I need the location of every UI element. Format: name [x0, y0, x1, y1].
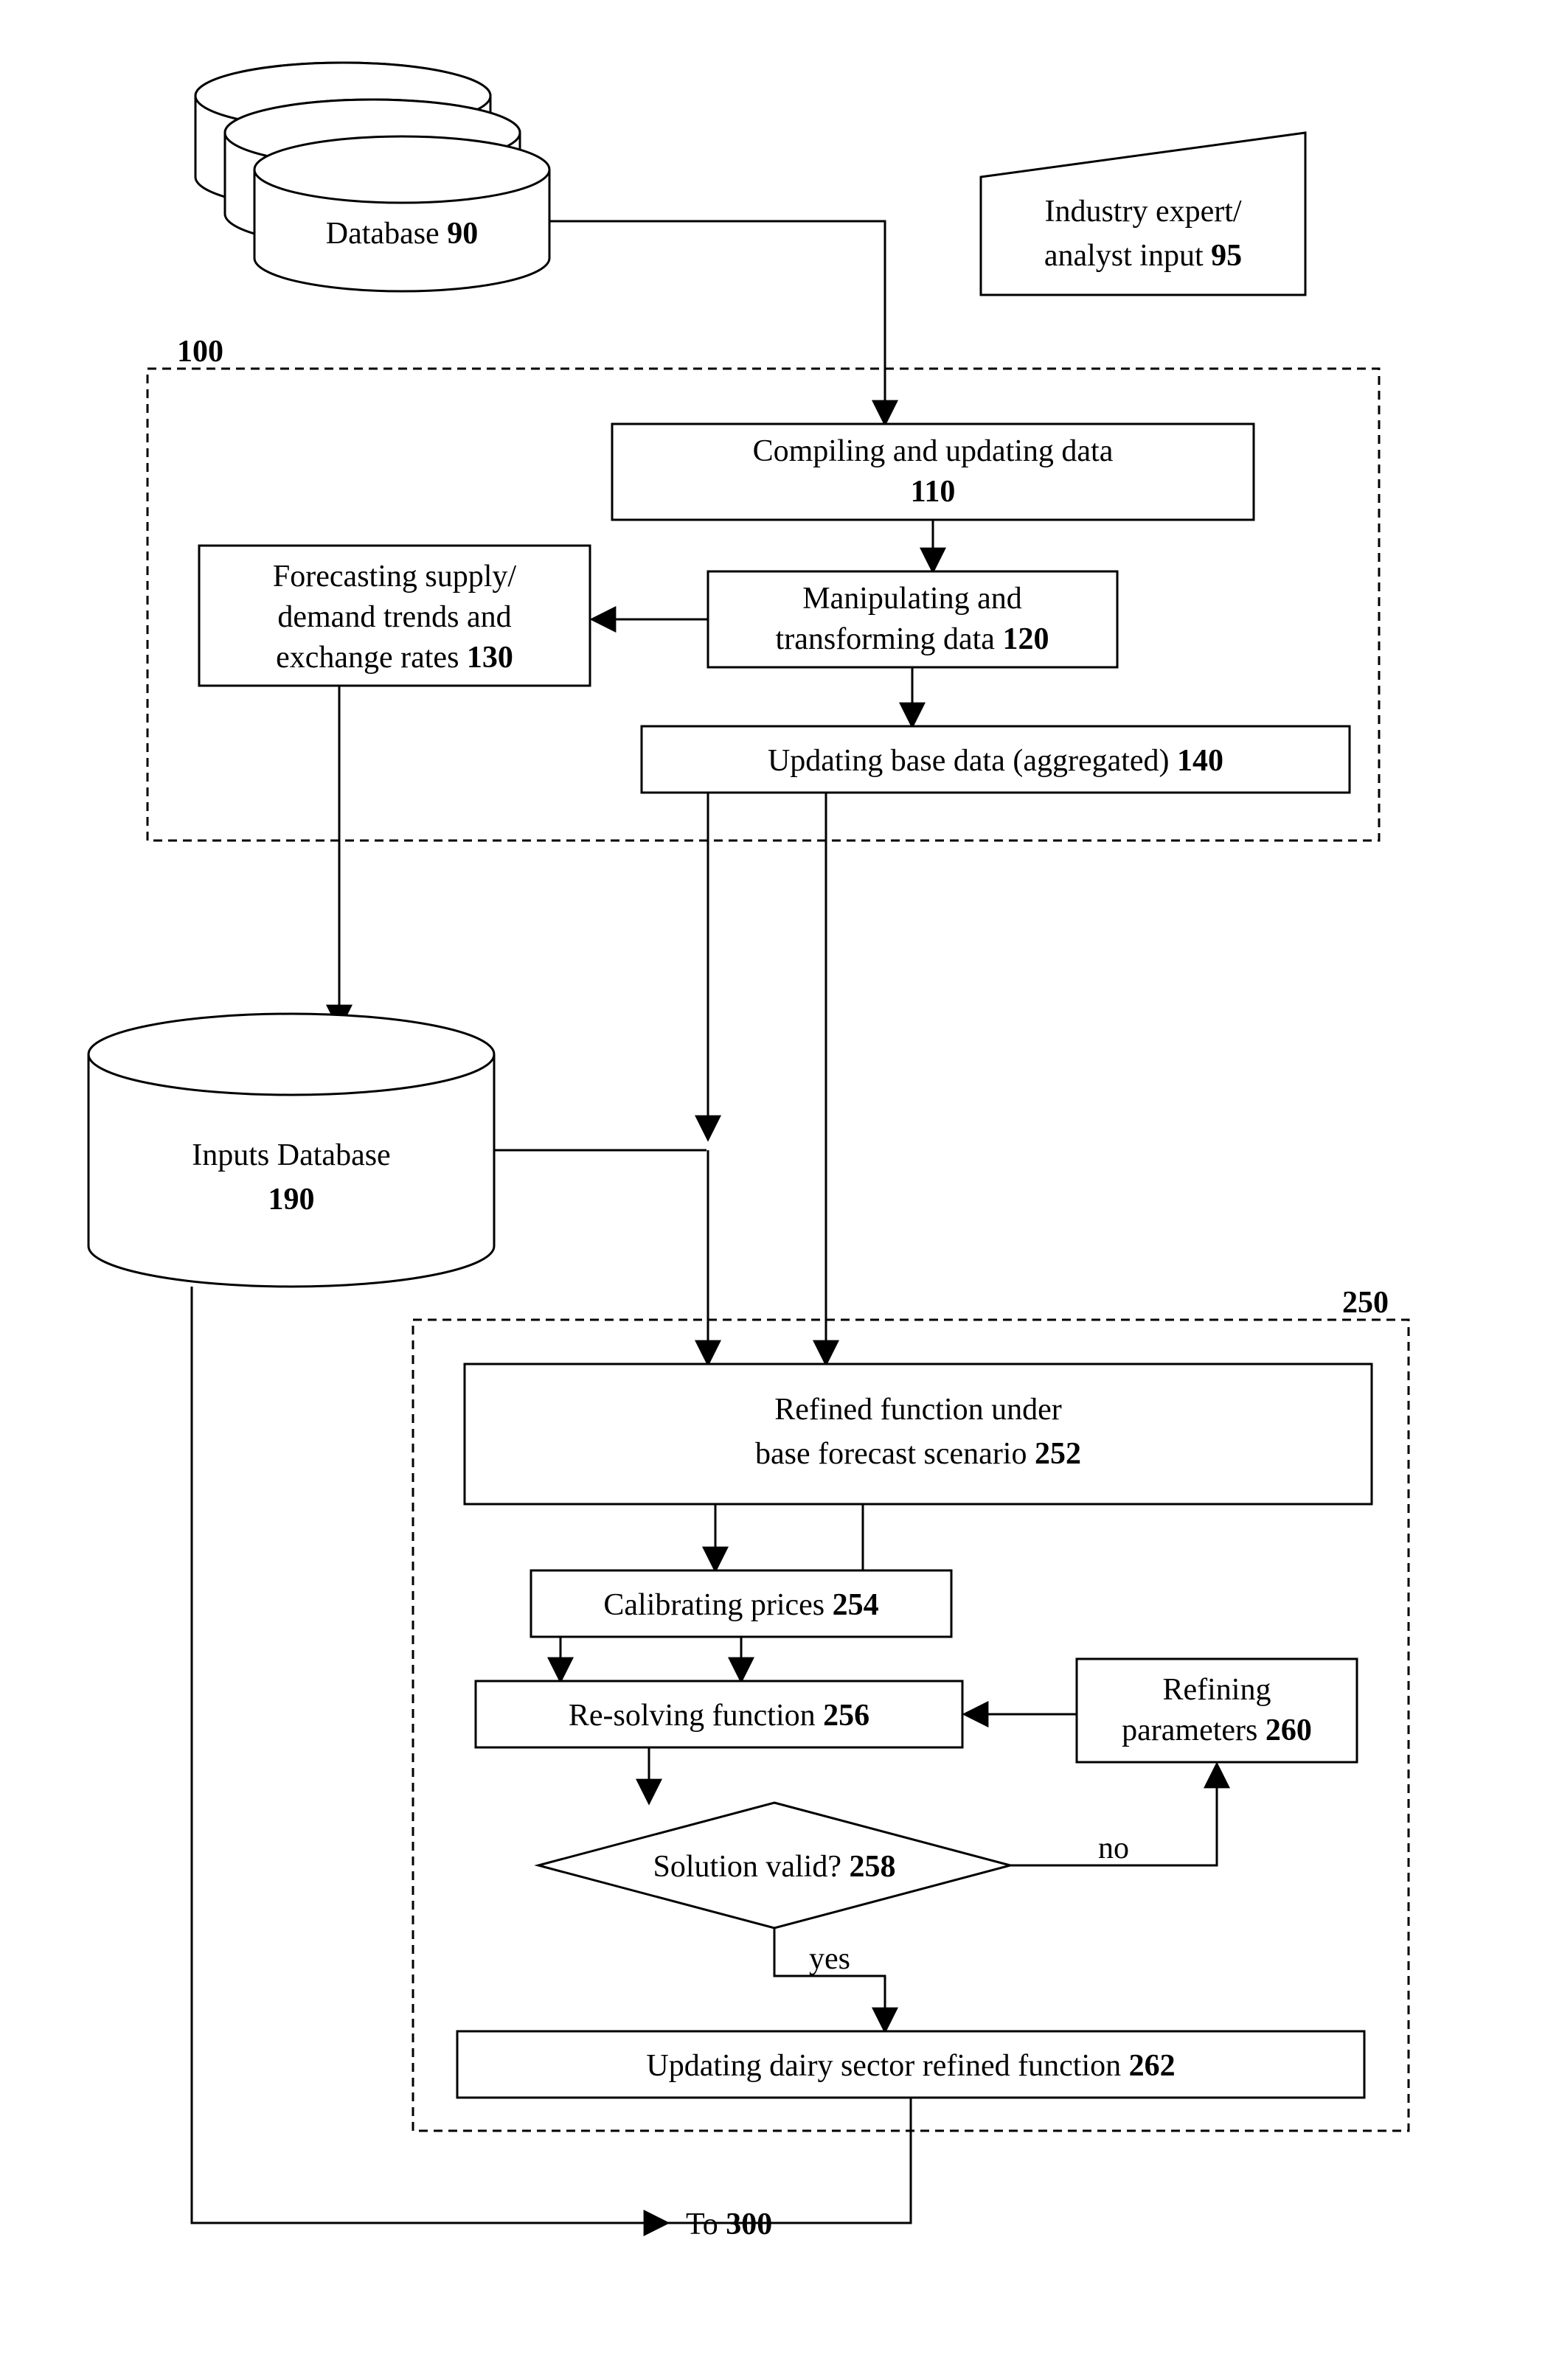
n120-l2: transforming data	[776, 622, 996, 656]
n140-label: Updating base data (aggregated)	[768, 744, 1170, 778]
n120-num: 120	[1002, 622, 1049, 656]
flowchart: Database 90 Industry expert/ analyst inp…	[0, 0, 1545, 2380]
n260-l1: Refining	[1163, 1673, 1271, 1707]
svg-text:Database 90: Database 90	[326, 217, 478, 251]
expert-num: 95	[1211, 239, 1242, 273]
group-250-num: 250	[1342, 1286, 1389, 1320]
n254-num: 254	[833, 1588, 879, 1622]
node-258: Solution valid? 258	[538, 1803, 1010, 1928]
svg-text:Calibrating prices: Calibrating prices 254	[603, 1588, 878, 1622]
node-260: Refining parameters 260	[1077, 1659, 1357, 1762]
edge-yes: yes	[809, 1942, 850, 1976]
n256-num: 256	[823, 1699, 869, 1733]
n262-label: Updating dairy sector refined function	[646, 2049, 1121, 2083]
n120-l1: Manipulating and	[802, 582, 1021, 616]
node-120: Manipulating and transforming data 120	[708, 571, 1117, 667]
svg-text:parameters 260: parameters 260	[1122, 1713, 1312, 1747]
svg-text:Updating dairy sector refined: Updating dairy sector refined function 2…	[646, 2049, 1175, 2083]
db190-num: 190	[268, 1183, 315, 1217]
node-256: Re-solving function 256	[476, 1681, 962, 1747]
db90-num: 90	[447, 217, 478, 251]
n252-l2: base forecast scenario	[755, 1437, 1027, 1471]
n262-num: 262	[1129, 2049, 1176, 2083]
n254-label: Calibrating prices	[603, 1588, 824, 1622]
n110-num: 110	[911, 475, 956, 509]
node-252: Refined function under base forecast sce…	[465, 1364, 1372, 1504]
svg-text:analyst input 95: analyst input 95	[1044, 239, 1242, 273]
n258-label: Solution valid?	[653, 1850, 842, 1884]
n258-num: 258	[850, 1850, 896, 1884]
node-inputs-db-190: Inputs Database 190	[88, 1014, 494, 1287]
n260-num: 260	[1265, 1713, 1312, 1747]
node-140: Updating base data (aggregated) 140	[642, 726, 1350, 793]
n252-num: 252	[1035, 1437, 1081, 1471]
n260-l2: parameters	[1122, 1713, 1257, 1747]
n110-label: Compiling and updating data	[753, 434, 1114, 468]
expert-l2: analyst input	[1044, 239, 1204, 273]
node-130: Forecasting supply/ demand trends and ex…	[199, 546, 590, 686]
n130-l1: Forecasting supply/	[273, 560, 516, 594]
db90-label: Database	[326, 217, 440, 251]
expert-l1: Industry expert/	[1044, 195, 1241, 229]
node-262: Updating dairy sector refined function 2…	[457, 2031, 1364, 2098]
n130-l3: exchange rates	[276, 641, 459, 675]
node-database-90: Database 90	[195, 63, 549, 291]
node-254: Calibrating prices 254	[531, 1570, 951, 1637]
svg-text:Re-solving function: Re-solving function 256	[569, 1699, 869, 1733]
svg-text:Solution valid?: Solution valid? 258	[653, 1850, 896, 1884]
group-100-num: 100	[177, 335, 223, 369]
node-expert-95: Industry expert/ analyst input 95	[981, 133, 1305, 295]
edge-no: no	[1098, 1831, 1129, 1865]
svg-text:transforming data: transforming data 120	[776, 622, 1049, 656]
node-110: Compiling and updating data 110	[612, 424, 1254, 520]
db190-l1: Inputs Database	[192, 1138, 390, 1172]
svg-text:base forecast scenario: base forecast scenario 252	[755, 1437, 1081, 1471]
n140-num: 140	[1177, 744, 1223, 778]
n256-label: Re-solving function	[569, 1699, 816, 1733]
svg-text:Updating base data (aggregated: Updating base data (aggregated) 140	[768, 744, 1223, 778]
n130-num: 130	[467, 641, 513, 675]
n252-l1: Refined function under	[774, 1393, 1062, 1427]
n130-l2: demand trends and	[277, 600, 511, 634]
svg-text:exchange rates 1: exchange rates 130	[276, 641, 513, 675]
end-label: To 300	[686, 2207, 772, 2241]
